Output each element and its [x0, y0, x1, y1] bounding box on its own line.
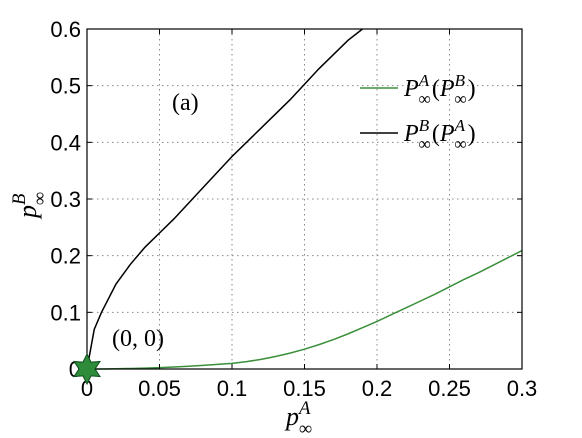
annotation-group: (a) (0, 0) — [73, 90, 199, 386]
legend-label-2: PB ∞(PA ∞) — [403, 116, 476, 154]
origin-star-marker — [73, 352, 101, 386]
x-tick-label: 0.3 — [507, 376, 538, 401]
x-tick-label: 0.05 — [138, 376, 181, 401]
point-label: (0, 0) — [112, 326, 164, 352]
y-tick-label: 0.5 — [50, 74, 81, 99]
panel-label: (a) — [172, 90, 199, 116]
y-tick-label: 0.3 — [50, 187, 81, 212]
x-tick-label: 0.1 — [217, 376, 248, 401]
axis-labels: pA ∞ pB∞ — [9, 192, 312, 438]
x-tick-label: 0.25 — [428, 376, 471, 401]
x-tick-label: 0.15 — [283, 376, 326, 401]
legend-label-1: PA ∞(PB ∞) — [403, 71, 476, 109]
series-line-2 — [86, 28, 363, 370]
x-tick-label: 0 — [81, 376, 93, 401]
legend: PA ∞(PB ∞) PB ∞(PA ∞) — [360, 71, 476, 154]
y-tick-label: 0.4 — [50, 130, 81, 155]
y-tick-label: 0.2 — [50, 244, 81, 269]
y-tick-label: 0.1 — [50, 300, 81, 325]
grid — [87, 29, 522, 369]
tick-group: 0 0.05 0.1 0.15 0.2 0.25 0.300.10.20.30.40.50.… — [50, 17, 537, 401]
x-tick-label: 0.2 — [362, 376, 393, 401]
y-tick-label: 0.6 — [50, 17, 81, 42]
x-axis-label: pA ∞ — [284, 398, 312, 438]
y-axis-label: pB∞ — [9, 192, 50, 220]
